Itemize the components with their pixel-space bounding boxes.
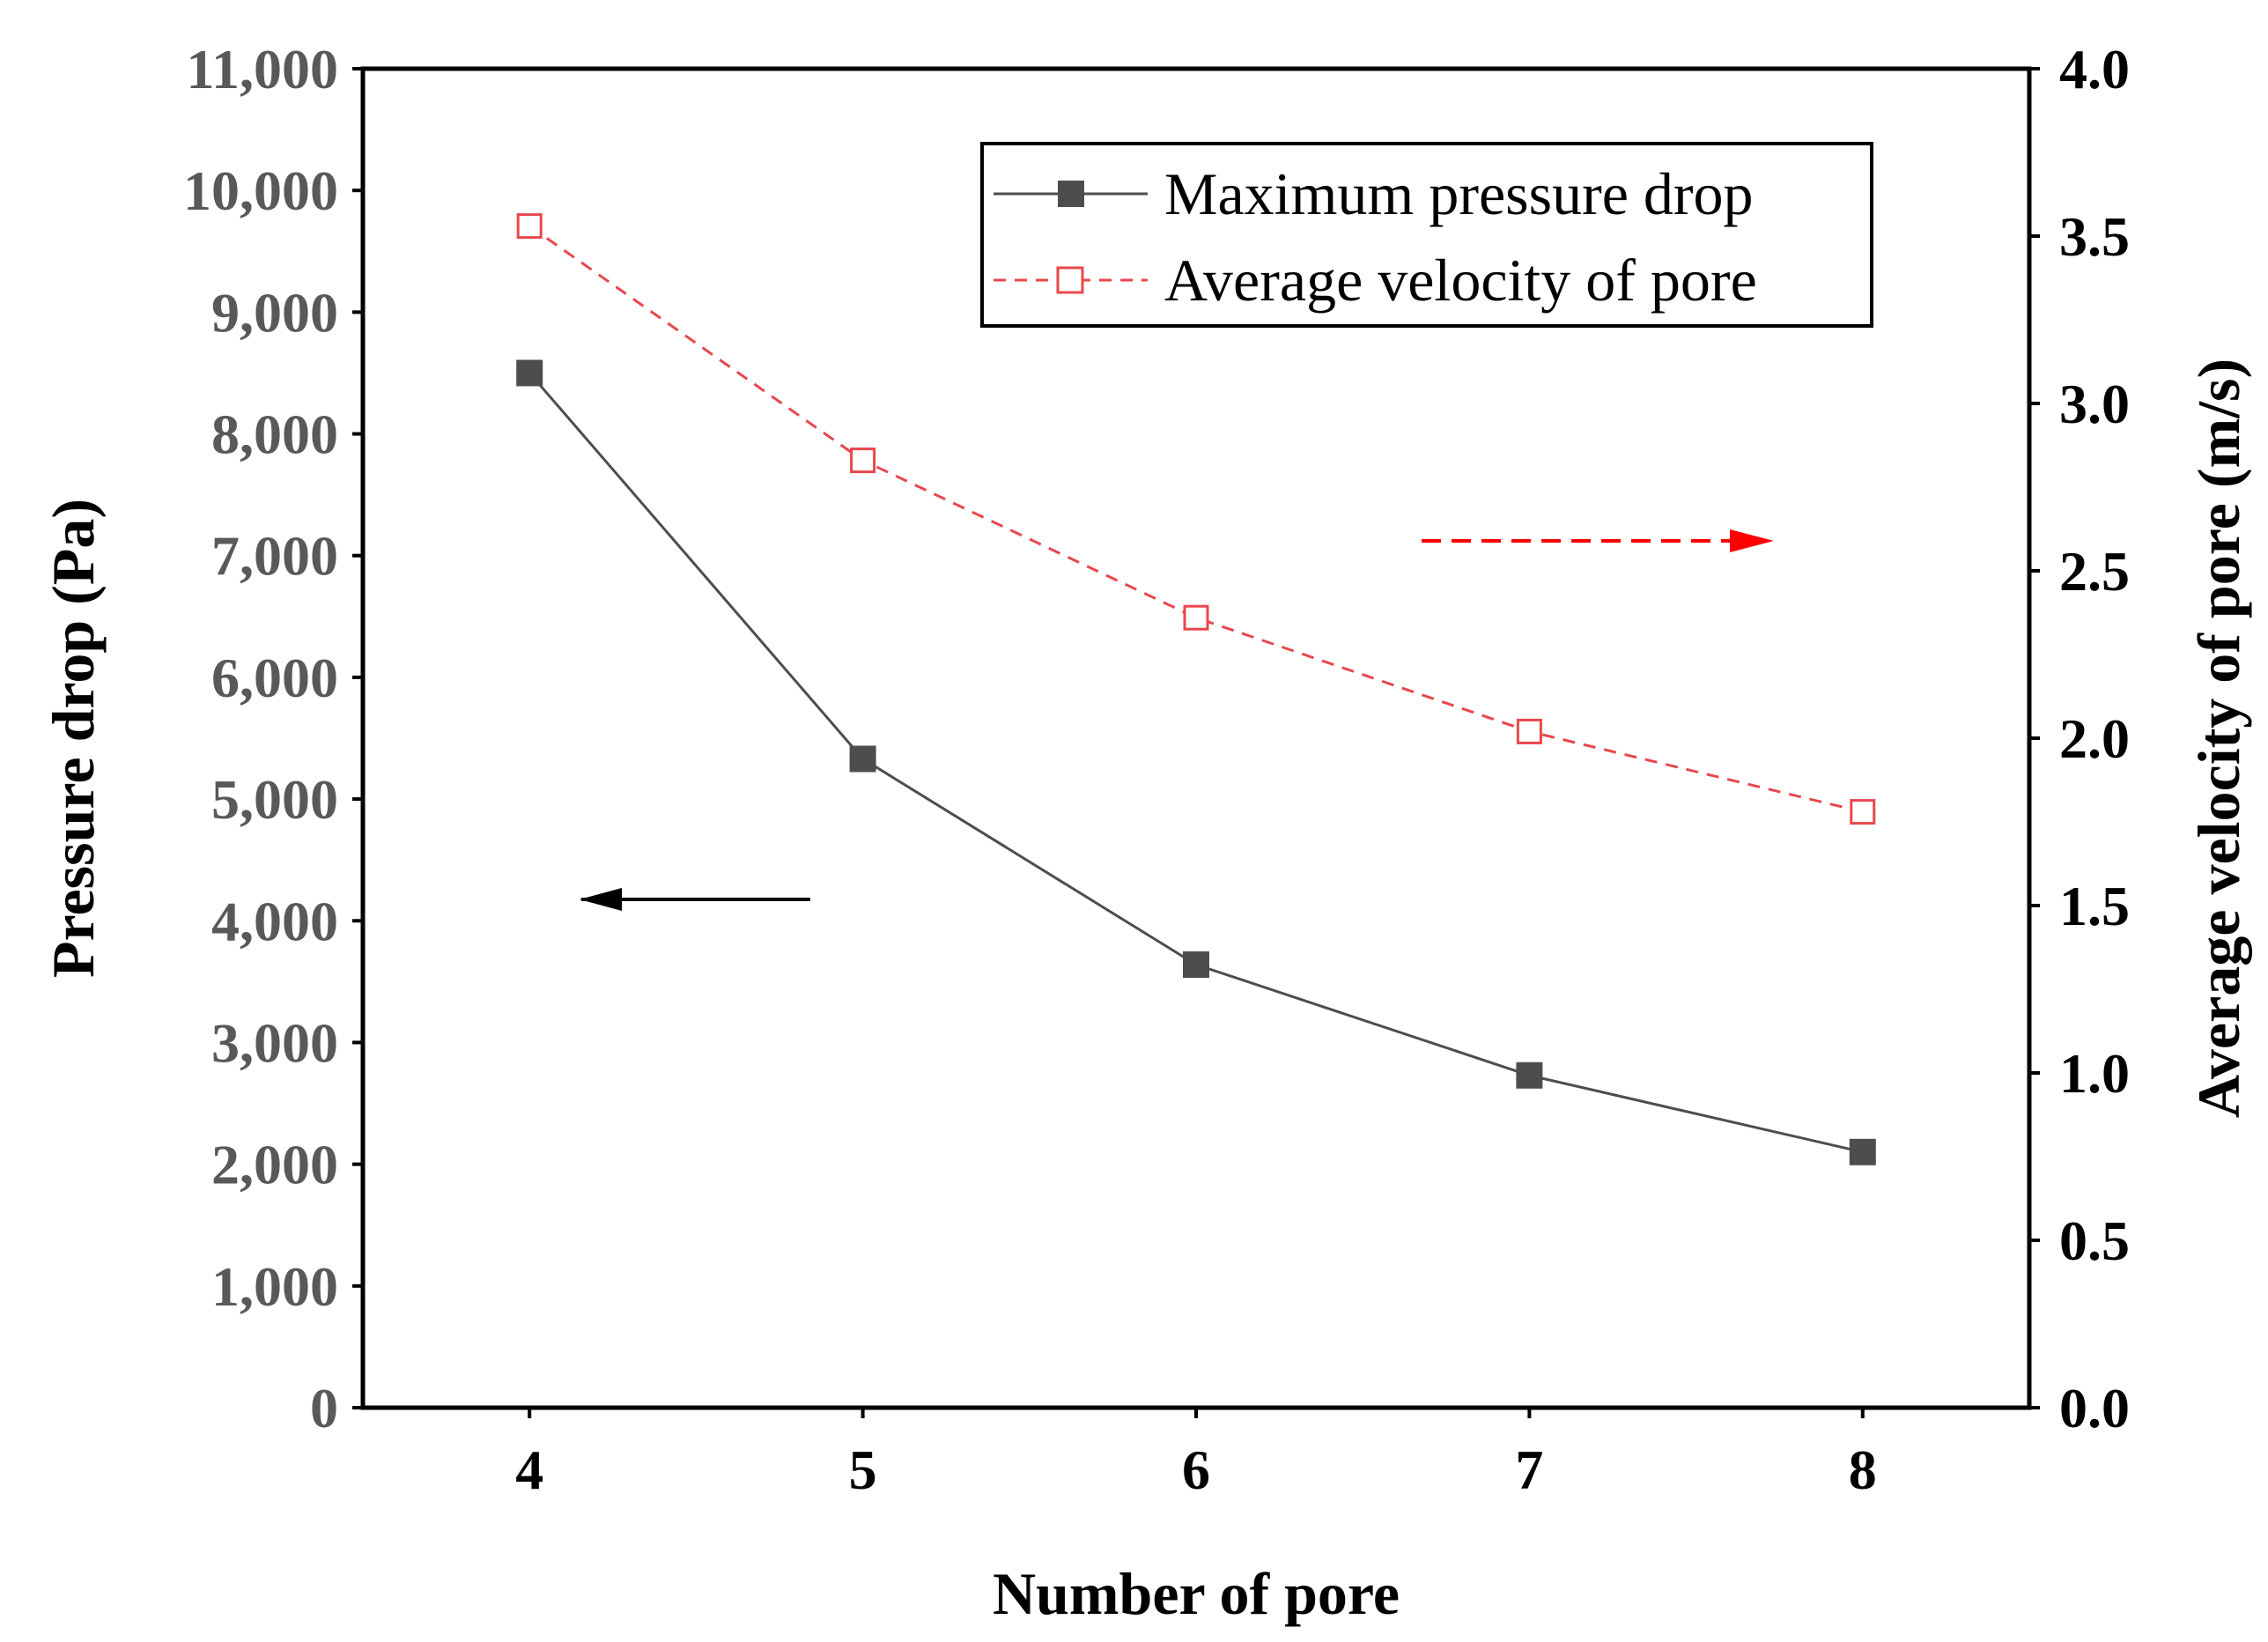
left-tick-label: 9,000 bbox=[211, 281, 338, 344]
x-tick-label: 4 bbox=[515, 1439, 543, 1501]
left-tick-label: 4,000 bbox=[211, 890, 338, 952]
right-tick-label: 0.5 bbox=[2059, 1209, 2130, 1272]
data-point-velocity bbox=[1183, 604, 1209, 631]
left-tick-label: 11,000 bbox=[187, 38, 338, 100]
right-tick-label: 2.0 bbox=[2059, 707, 2130, 770]
x-tick-label: 5 bbox=[849, 1439, 877, 1501]
left-tick-label: 0 bbox=[310, 1377, 338, 1439]
legend: Maximum pressure drop Average velocity o… bbox=[980, 142, 1873, 328]
left-tick-label: 6,000 bbox=[211, 647, 338, 709]
data-point-pressure bbox=[516, 359, 543, 387]
right-axis-title: Average velocity of pore (m/s) bbox=[2185, 359, 2252, 1118]
right-tick-label: 0.0 bbox=[2059, 1377, 2130, 1439]
x-tick-label: 7 bbox=[1515, 1439, 1543, 1501]
left-axis-title: Pressure drop (Pa) bbox=[40, 499, 107, 978]
x-axis-ticks: 4 5 6 7 8 bbox=[515, 1408, 1877, 1501]
data-point-pressure bbox=[1183, 951, 1209, 979]
data-point-velocity bbox=[516, 213, 543, 240]
x-tick-label: 6 bbox=[1182, 1439, 1210, 1501]
left-tick-label: 2,000 bbox=[211, 1134, 338, 1196]
left-tick-label: 8,000 bbox=[211, 403, 338, 466]
data-point-pressure bbox=[849, 745, 876, 773]
left-axis-ticks: 0 1,000 2,000 3,000 4,000 5,000 6,000 7,000 8,00… bbox=[183, 38, 363, 1439]
series-line-pressure bbox=[528, 372, 1864, 1154]
legend-marker-velocity bbox=[1056, 266, 1084, 294]
data-point-velocity bbox=[850, 447, 876, 474]
legend-marker-pressure bbox=[1058, 181, 1084, 207]
left-tick-label: 1,000 bbox=[211, 1255, 338, 1318]
left-tick-label: 3,000 bbox=[211, 1011, 338, 1074]
left-tick-label: 7,000 bbox=[211, 525, 338, 588]
left-tick-label: 10,000 bbox=[183, 159, 338, 222]
legend-label-velocity: Average velocity of pore bbox=[1164, 247, 1757, 314]
data-point-velocity bbox=[1516, 718, 1542, 744]
right-axis-arrow-head bbox=[1730, 529, 1774, 552]
right-tick-label: 2.5 bbox=[2059, 540, 2130, 603]
x-tick-label: 8 bbox=[1849, 1439, 1877, 1501]
right-tick-label: 3.0 bbox=[2059, 373, 2130, 435]
right-tick-label: 1.5 bbox=[2059, 875, 2130, 937]
right-tick-label: 1.0 bbox=[2059, 1042, 2130, 1105]
right-axis-ticks: 0.0 0.5 1.0 1.5 2.0 2.5 3.0 3.5 4.0 bbox=[2029, 38, 2130, 1439]
left-tick-label: 5,000 bbox=[211, 768, 338, 831]
data-point-pressure bbox=[1849, 1138, 1876, 1165]
series-layer bbox=[516, 213, 1876, 1165]
right-tick-label: 4.0 bbox=[2059, 38, 2130, 100]
legend-box bbox=[980, 142, 1873, 328]
legend-label-pressure: Maximum pressure drop bbox=[1164, 160, 1754, 227]
data-point-velocity bbox=[1850, 799, 1876, 825]
right-tick-label: 3.5 bbox=[2059, 205, 2130, 268]
x-axis-title: Number of pore bbox=[993, 1560, 1400, 1627]
left-axis-arrow-head bbox=[580, 888, 622, 911]
data-point-pressure bbox=[1516, 1061, 1543, 1089]
